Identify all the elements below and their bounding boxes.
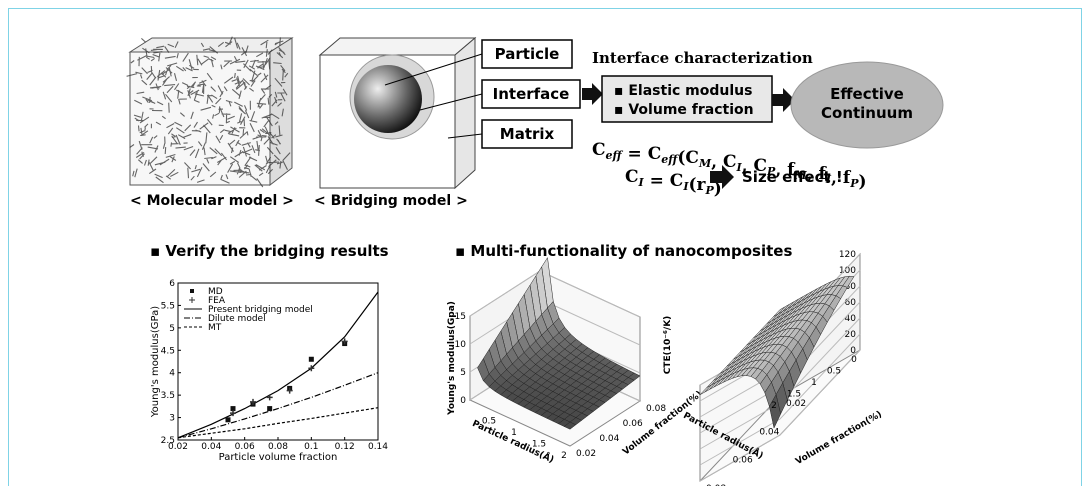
eq-token: = bbox=[622, 144, 648, 164]
f-axis-title: Volume fraction(%) bbox=[794, 410, 884, 468]
eq-token: = bbox=[644, 171, 670, 191]
r-tick-label: 2 bbox=[561, 451, 567, 461]
legend-marker bbox=[189, 297, 195, 303]
arrow bbox=[582, 83, 603, 105]
bullet: ▪ Volume fraction bbox=[614, 102, 754, 118]
eq-token: ( bbox=[688, 175, 696, 195]
legend-marker bbox=[190, 289, 194, 293]
point bbox=[267, 406, 272, 411]
y-tick-label: 4.5 bbox=[161, 346, 175, 356]
y-tick-label: 6 bbox=[169, 279, 175, 289]
f-tick-label: 0.08 bbox=[646, 404, 666, 414]
caption: < Molecular model > bbox=[130, 193, 294, 209]
y-axis-title: Young's modulus(GPa) bbox=[150, 306, 161, 418]
z-tick-label: 20 bbox=[845, 330, 857, 340]
curve bbox=[178, 408, 378, 438]
size-effect: Size effect ! bbox=[742, 168, 843, 186]
equation: CI = CI(rP) bbox=[625, 167, 722, 199]
label: Interface bbox=[493, 85, 570, 103]
molecular-model bbox=[127, 37, 292, 187]
f-tick-label: 0.04 bbox=[759, 427, 779, 437]
r-tick-label: 2 bbox=[771, 401, 777, 411]
z-tick-label: 60 bbox=[845, 298, 857, 308]
eq-sub: M bbox=[698, 157, 712, 170]
interface-title: Interface characterization bbox=[592, 49, 813, 67]
r-tick-label: 1.5 bbox=[787, 390, 801, 400]
section-heading: ▪ Multi-functionality of nanocomposites bbox=[455, 242, 792, 260]
z-axis-title: CTE(10⁻⁶/K) bbox=[663, 316, 673, 375]
label: Particle bbox=[495, 45, 560, 63]
bridging-model bbox=[320, 38, 482, 188]
eq-token: ) bbox=[858, 172, 866, 192]
eq-token: C bbox=[670, 171, 684, 191]
y-tick-label: 2.5 bbox=[161, 436, 175, 446]
curve bbox=[178, 373, 378, 438]
eq-token: , bbox=[711, 152, 723, 172]
z-tick-label: 0 bbox=[460, 396, 466, 406]
f-tick-label: 0.06 bbox=[733, 456, 753, 466]
legend-label: MT bbox=[208, 323, 222, 333]
point bbox=[309, 357, 314, 362]
x-tick-label: 0.14 bbox=[368, 442, 388, 452]
x-tick-label: 0.12 bbox=[335, 442, 355, 452]
eq-token: C bbox=[685, 148, 699, 168]
section-heading: ▪ Verify the bridging results bbox=[150, 242, 389, 260]
continuum-text: Effective bbox=[830, 85, 904, 103]
r-tick-label: 0 bbox=[851, 355, 857, 365]
y-tick-label: 3.5 bbox=[161, 391, 175, 401]
y-tick-label: 5.5 bbox=[161, 301, 175, 311]
figure: Particle Interface Matrix Interface char… bbox=[0, 0, 1090, 486]
continuum-text: Continuum bbox=[821, 104, 913, 122]
y-tick-label: 3 bbox=[169, 414, 175, 424]
r-tick-label: 1 bbox=[811, 378, 817, 388]
f-tick-label: 0.06 bbox=[623, 419, 643, 429]
z-tick-label: 120 bbox=[839, 250, 856, 260]
eq-token: C bbox=[592, 140, 606, 160]
x-tick-label: 0.08 bbox=[268, 442, 288, 452]
z-tick-label: 5 bbox=[460, 368, 466, 378]
caption: < Bridging model > bbox=[314, 193, 468, 209]
bullet: ▪ Elastic modulus bbox=[614, 83, 752, 99]
x-tick-label: 0.1 bbox=[304, 442, 318, 452]
z-tick-label: 40 bbox=[845, 314, 857, 324]
x-axis-title: Particle volume fraction bbox=[219, 452, 338, 463]
x-tick-label: 0.06 bbox=[235, 442, 255, 452]
f-tick-label: 0.04 bbox=[599, 434, 619, 444]
f-tick-label: 0.02 bbox=[576, 449, 596, 459]
eq-token: ( bbox=[677, 148, 685, 168]
x-tick-label: 0.04 bbox=[201, 442, 221, 452]
point bbox=[226, 417, 231, 422]
eq-token: C bbox=[625, 167, 639, 187]
point bbox=[267, 394, 273, 400]
eq-token: C bbox=[648, 144, 662, 164]
f-tick-label: 0.02 bbox=[786, 399, 806, 409]
cte-surface: 02040608010012021.510.500.020.040.060.08… bbox=[663, 250, 884, 486]
r-tick-label: 0.5 bbox=[827, 367, 841, 377]
z-axis-title: Young's modulus(Gpa) bbox=[447, 301, 457, 416]
y-tick-label: 4 bbox=[169, 369, 175, 379]
label: Matrix bbox=[500, 125, 555, 143]
y-tick-label: 5 bbox=[169, 324, 175, 334]
